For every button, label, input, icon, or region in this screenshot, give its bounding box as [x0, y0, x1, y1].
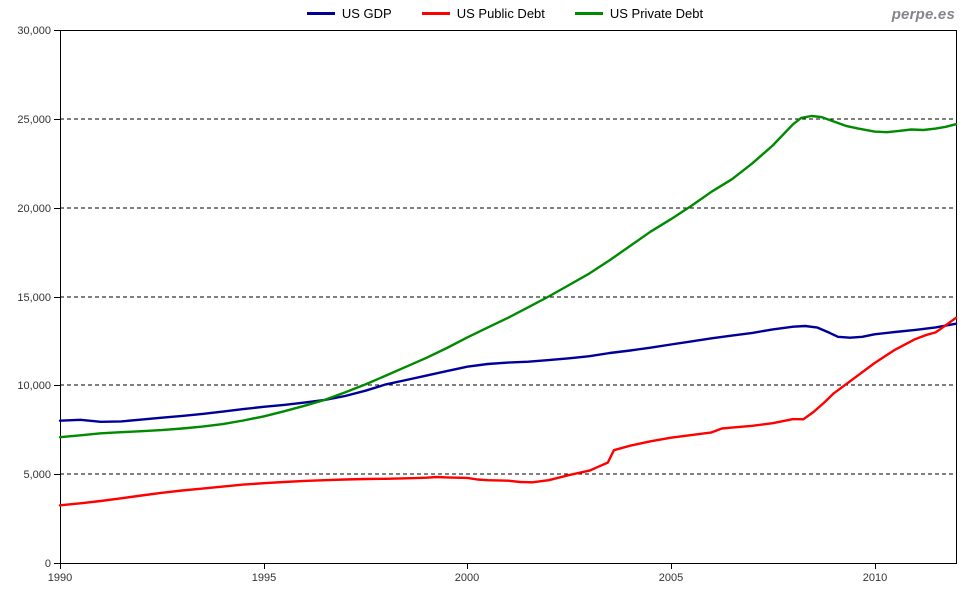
y-tick-label: 30,000	[17, 25, 51, 37]
y-tick-label: 15,000	[17, 292, 51, 304]
y-tick-label: 25,000	[17, 114, 51, 126]
x-tick-label: 2000	[455, 572, 479, 584]
plot-border	[60, 30, 957, 564]
x-tick-label: 1995	[252, 572, 276, 584]
y-tick-label: 0	[45, 558, 51, 570]
y-tick-label: 20,000	[17, 203, 51, 215]
series-line-us-private-debt	[58, 114, 958, 439]
x-tick-label: 2005	[659, 572, 683, 584]
x-tick-label: 1990	[48, 572, 72, 584]
y-tick-label: 5,000	[23, 469, 51, 481]
watermark: perpe.es	[891, 6, 955, 23]
series-line-us-public-debt	[58, 316, 958, 507]
y-tick-label: 10,000	[17, 380, 51, 392]
x-tick-label: 2010	[863, 572, 887, 584]
series-line-us-gdp	[58, 322, 958, 423]
